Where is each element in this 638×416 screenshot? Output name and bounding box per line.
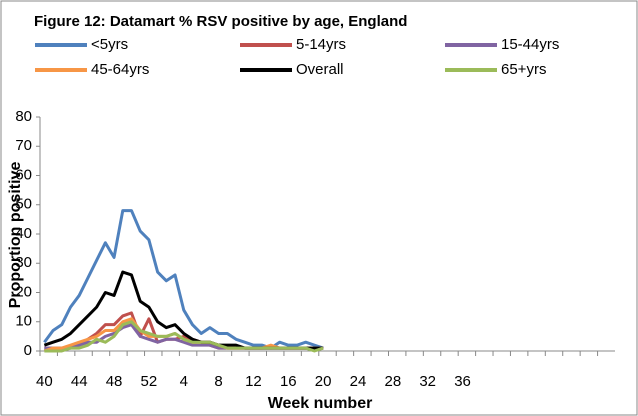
- legend-label: 45-64yrs: [91, 61, 149, 78]
- legend-label: 15-44yrs: [501, 36, 559, 53]
- legend-label: 65+yrs: [501, 61, 546, 78]
- x-tick-label: 44: [71, 373, 88, 390]
- y-tick-label: 10: [15, 313, 32, 330]
- y-tick-label: 0: [24, 342, 32, 359]
- y-tick-label: 30: [15, 254, 32, 271]
- series-line: [44, 320, 324, 353]
- legend-label: 5-14yrs: [296, 36, 346, 53]
- y-tick-label: 80: [15, 108, 32, 125]
- y-tick-label: 20: [15, 283, 32, 300]
- x-tick-label: 40: [36, 373, 53, 390]
- legend-label: <5yrs: [91, 36, 128, 53]
- x-tick-label: 4: [180, 373, 188, 390]
- x-tick-label: 24: [350, 373, 367, 390]
- chart-title: Figure 12: Datamart % RSV positive by ag…: [34, 13, 407, 30]
- x-tick-label: 28: [384, 373, 401, 390]
- x-tick-label: 48: [106, 373, 123, 390]
- x-axis-title: Week number: [268, 395, 373, 412]
- y-axis-title: Proportion positive: [7, 162, 24, 309]
- x-tick-label: 8: [214, 373, 222, 390]
- x-tick-label: 20: [315, 373, 332, 390]
- series-line: [43, 209, 324, 350]
- x-tick-label: 32: [419, 373, 436, 390]
- y-tick-label: 70: [15, 137, 32, 154]
- x-tick-label: 36: [454, 373, 471, 390]
- y-tick-label: 40: [15, 225, 32, 242]
- x-tick-label: 16: [280, 373, 297, 390]
- legend-label: Overall: [296, 61, 344, 78]
- x-tick-label: 52: [141, 373, 158, 390]
- y-tick-label: 50: [15, 196, 32, 213]
- y-tick-label: 60: [15, 166, 32, 183]
- x-tick-label: 12: [245, 373, 262, 390]
